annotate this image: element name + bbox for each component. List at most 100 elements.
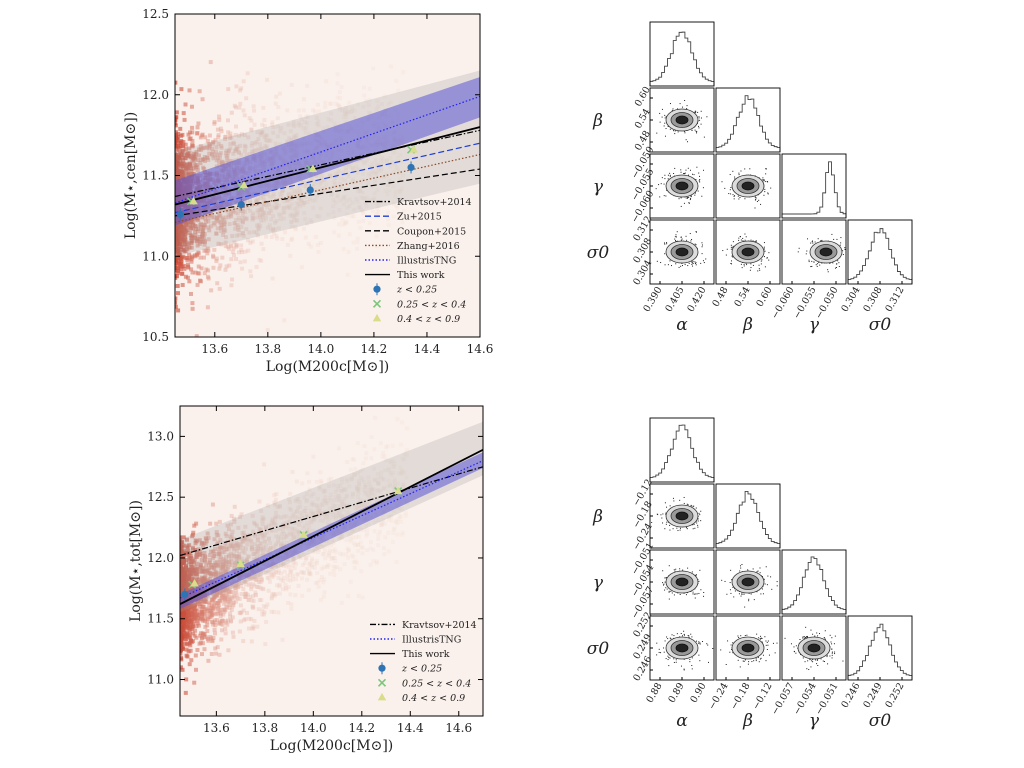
sample-dot bbox=[817, 238, 819, 240]
top-scatter-plot-area bbox=[175, 14, 480, 337]
x-tick-label: 0.246 bbox=[839, 681, 862, 710]
sample-dot bbox=[758, 268, 760, 270]
sample-dot bbox=[694, 597, 696, 599]
sample-dot bbox=[694, 261, 696, 263]
data-point bbox=[299, 530, 308, 538]
histogram-step bbox=[649, 31, 715, 86]
sample-dot bbox=[683, 633, 685, 635]
sample-dot bbox=[767, 640, 769, 642]
sample-dot bbox=[760, 263, 762, 265]
sample-dot bbox=[784, 637, 786, 639]
sample-dot bbox=[684, 173, 686, 175]
y-tick-label: 11.5 bbox=[142, 169, 169, 183]
sample-dot bbox=[697, 125, 699, 127]
sample-dot bbox=[699, 179, 701, 181]
sample-dot bbox=[665, 523, 667, 525]
x-tick-label: 14.0 bbox=[300, 721, 327, 735]
histogram-β bbox=[715, 87, 781, 153]
sample-dot bbox=[680, 633, 682, 635]
sample-dot bbox=[657, 514, 659, 516]
sample-dot bbox=[749, 168, 751, 170]
sample-dot bbox=[760, 635, 762, 637]
sample-dot bbox=[694, 129, 696, 131]
y-tick-label: 12.0 bbox=[142, 88, 169, 102]
sample-dot bbox=[811, 260, 813, 262]
sample-dot bbox=[698, 641, 700, 643]
sample-dot bbox=[695, 244, 697, 246]
sample-dot bbox=[743, 593, 745, 595]
sample-dot bbox=[824, 638, 826, 640]
sample-dot bbox=[730, 262, 732, 264]
sample-dot bbox=[695, 130, 697, 132]
sample-dot bbox=[678, 266, 680, 268]
sample-dot bbox=[729, 582, 731, 584]
sample-dot bbox=[655, 188, 657, 190]
x-tick-label: 0.390 bbox=[641, 285, 664, 314]
sample-dot bbox=[838, 262, 840, 264]
sample-dot bbox=[690, 633, 692, 635]
sample-dot bbox=[676, 633, 678, 635]
sample-dot bbox=[676, 231, 678, 233]
col-param-label: σ0 bbox=[869, 711, 892, 731]
sample-dot bbox=[765, 660, 767, 662]
sample-dot bbox=[831, 657, 833, 659]
sample-dot bbox=[806, 636, 808, 638]
sample-dot bbox=[750, 593, 752, 595]
cell-frame bbox=[649, 21, 715, 87]
sample-dot bbox=[755, 658, 757, 660]
sample-dot bbox=[766, 181, 768, 183]
sample-dot bbox=[683, 202, 685, 204]
data-point bbox=[190, 578, 199, 587]
sample-dot bbox=[688, 262, 690, 264]
sample-dot bbox=[656, 654, 658, 656]
sample-dot bbox=[687, 504, 689, 506]
sample-dot bbox=[756, 201, 758, 203]
x-tick-label: 0.48 bbox=[710, 285, 730, 309]
sample-dot bbox=[684, 132, 686, 134]
contour-inner bbox=[675, 115, 689, 125]
sample-dot bbox=[804, 637, 806, 639]
sample-dot bbox=[806, 635, 808, 637]
sample-dot bbox=[665, 658, 667, 660]
row-param-label: γ bbox=[593, 573, 604, 593]
sample-dot bbox=[746, 634, 748, 636]
sample-dot bbox=[701, 195, 703, 197]
sample-dot bbox=[703, 591, 705, 593]
sample-dot bbox=[668, 665, 670, 667]
sample-dot bbox=[669, 174, 671, 176]
sample-dot bbox=[766, 641, 768, 643]
y-tick-label: 11.0 bbox=[142, 249, 169, 263]
sample-dot bbox=[689, 199, 691, 201]
sample-dot bbox=[659, 196, 661, 198]
sample-dot bbox=[750, 263, 752, 265]
sample-dot bbox=[698, 117, 700, 119]
series-line-this-work bbox=[175, 126, 480, 206]
y-tick-label: 12.5 bbox=[142, 7, 169, 21]
sample-dot bbox=[817, 665, 819, 667]
sample-dot bbox=[687, 567, 689, 569]
sample-dot bbox=[672, 497, 674, 499]
sample-dot bbox=[808, 259, 810, 261]
sample-dot bbox=[666, 636, 668, 638]
contour-β-γ bbox=[715, 153, 781, 219]
sample-dot bbox=[660, 514, 662, 516]
sample-dot bbox=[667, 638, 669, 640]
sample-dot bbox=[684, 264, 686, 266]
sample-dot bbox=[768, 259, 770, 261]
sample-dot bbox=[665, 577, 667, 579]
sample-dot bbox=[748, 600, 750, 602]
sample-dot bbox=[698, 172, 700, 174]
sample-dot bbox=[765, 640, 767, 642]
sample-dot bbox=[748, 598, 750, 600]
data-point bbox=[407, 163, 415, 172]
sample-dot bbox=[698, 512, 700, 514]
sample-dot bbox=[670, 638, 672, 640]
sample-dot bbox=[739, 196, 741, 198]
sample-dot bbox=[672, 528, 674, 530]
sample-dot bbox=[664, 174, 666, 176]
sample-dot bbox=[740, 567, 742, 569]
sample-dot bbox=[673, 658, 675, 660]
sample-dot bbox=[691, 664, 693, 666]
contour-α-γ: −0.050−0.055−0.060 bbox=[629, 145, 715, 225]
sample-dot bbox=[666, 521, 668, 523]
